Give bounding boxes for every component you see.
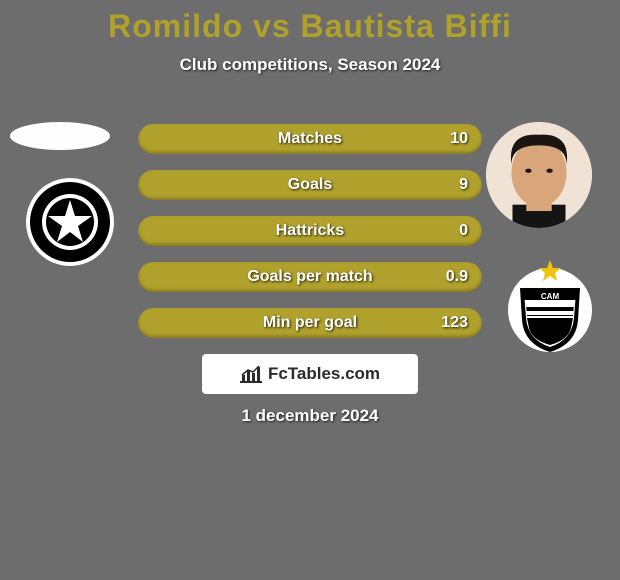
- left-team-crest: [20, 172, 120, 266]
- footer-date: 1 december 2024: [0, 406, 620, 426]
- atletico-crest-icon: CAM: [500, 258, 600, 358]
- right-team-crest: CAM: [500, 258, 600, 346]
- stat-row: Min per goal123: [138, 308, 482, 338]
- stat-row: Matches10: [138, 124, 482, 154]
- vs-separator: vs: [253, 8, 291, 44]
- stat-row: Goals9: [138, 170, 482, 200]
- comparison-card: Romildo vs Bautista Biffi Club competiti…: [0, 0, 620, 580]
- brand-text: FcTables.com: [268, 364, 380, 384]
- brand-badge: FcTables.com: [202, 354, 418, 394]
- bar-chart-icon: [240, 365, 262, 383]
- right-player-name: Bautista Biffi: [301, 8, 512, 44]
- stat-bar-bg: [138, 124, 482, 154]
- right-player-avatar: [486, 122, 592, 228]
- left-player-name: Romildo: [108, 8, 243, 44]
- left-player-avatar: [10, 122, 110, 150]
- crest-text: CAM: [541, 292, 560, 301]
- botafogo-crest-icon: [20, 172, 120, 272]
- stat-row: Goals per match0.9: [138, 262, 482, 292]
- stat-bar-bg: [138, 308, 482, 338]
- stat-row: Hattricks0: [138, 216, 482, 246]
- stat-bar-bg: [138, 170, 482, 200]
- page-title: Romildo vs Bautista Biffi: [0, 8, 620, 45]
- stat-bar-bg: [138, 262, 482, 292]
- stats-bars: Matches10 Goals9 Hattricks0 Goals per match…: [138, 124, 482, 354]
- stat-bar-bg: [138, 216, 482, 246]
- subtitle: Club competitions, Season 2024: [0, 55, 620, 75]
- player-head-icon: [486, 122, 592, 228]
